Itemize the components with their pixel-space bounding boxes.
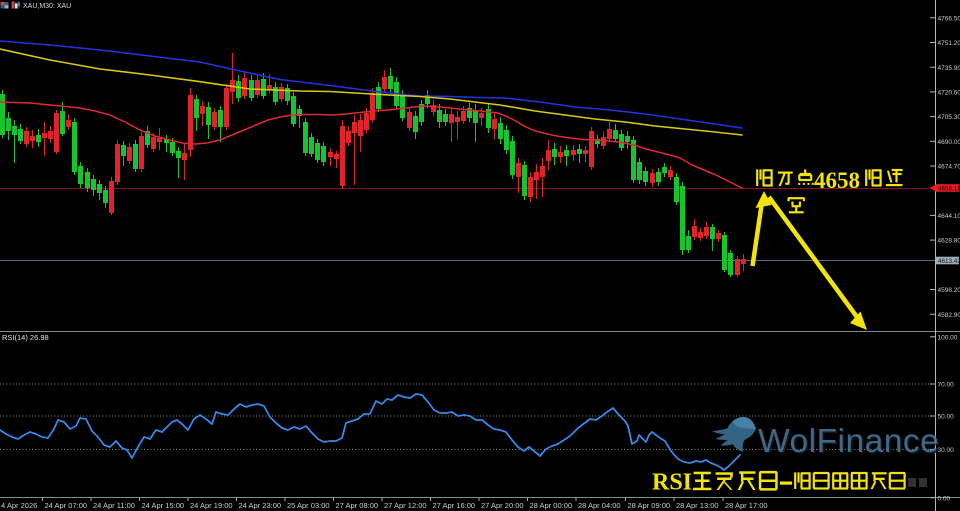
svg-text:4598.20: 4598.20: [938, 287, 960, 294]
svg-text:4720.60: 4720.60: [938, 90, 960, 97]
svg-text:4674.70: 4674.70: [938, 164, 960, 171]
svg-text:WolFinance: WolFinance: [758, 423, 939, 460]
svg-text:30.00: 30.00: [938, 447, 955, 454]
svg-text:4628.80: 4628.80: [938, 238, 960, 245]
svg-text:0.00: 0.00: [938, 495, 951, 502]
svg-text:27 Apr 12:00: 27 Apr 12:00: [384, 501, 427, 510]
svg-text:4658.11: 4658.11: [938, 186, 960, 193]
svg-text:RSI(14) 26.98: RSI(14) 26.98: [2, 333, 49, 342]
svg-text:27 Apr 20:00: 27 Apr 20:00: [481, 501, 524, 510]
svg-text:100.00: 100.00: [938, 334, 958, 341]
svg-text:24 Apr 07:00: 24 Apr 07:00: [45, 501, 88, 510]
svg-text:50.00: 50.00: [938, 414, 955, 421]
svg-text:4658: 4658: [814, 168, 860, 193]
svg-text:27 Apr 16:00: 27 Apr 16:00: [433, 501, 476, 510]
svg-text:28 Apr 04:00: 28 Apr 04:00: [578, 501, 621, 510]
svg-text:70.00: 70.00: [938, 382, 955, 389]
svg-text:24 Apr 11:00: 24 Apr 11:00: [93, 501, 135, 510]
svg-text:28 Apr 13:00: 28 Apr 13:00: [676, 501, 719, 510]
svg-text:WolFinance: WolFinance: [760, 425, 941, 462]
svg-text:24 Apr 19:00: 24 Apr 19:00: [190, 501, 233, 510]
svg-text:4735.90: 4735.90: [938, 65, 960, 72]
svg-text:4582.90: 4582.90: [938, 312, 960, 319]
svg-text:XAU,M30: XAU: XAU,M30: XAU: [23, 3, 71, 10]
svg-text:RSI: RSI: [652, 470, 692, 496]
svg-text:4 Apr 2026: 4 Apr 2026: [1, 501, 37, 510]
svg-text:24 Apr 15:00: 24 Apr 15:00: [142, 501, 185, 510]
svg-text:4613.42: 4613.42: [938, 258, 960, 265]
svg-text:4690.00: 4690.00: [938, 139, 960, 146]
svg-text:27 Apr 08:00: 27 Apr 08:00: [336, 501, 379, 510]
svg-text:4766.50: 4766.50: [938, 15, 960, 22]
svg-text:28 Apr 00:00: 28 Apr 00:00: [530, 501, 573, 510]
svg-text:4644.10: 4644.10: [938, 213, 960, 220]
svg-text:4705.30: 4705.30: [938, 114, 960, 121]
svg-text:28 Apr 09:00: 28 Apr 09:00: [628, 501, 671, 510]
svg-text:24 Apr 23:00: 24 Apr 23:00: [239, 501, 282, 510]
svg-text:28 Apr 17:00: 28 Apr 17:00: [725, 501, 768, 510]
svg-text:25 Apr 03:00: 25 Apr 03:00: [287, 501, 330, 510]
svg-text:4751.20: 4751.20: [938, 40, 960, 47]
